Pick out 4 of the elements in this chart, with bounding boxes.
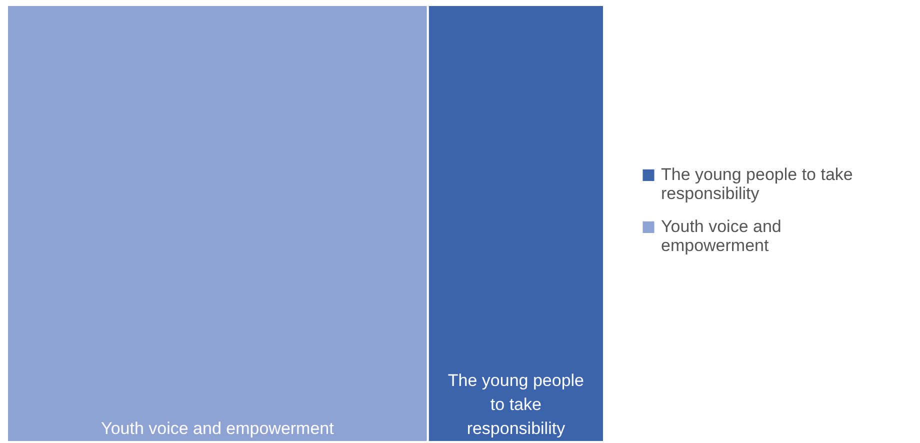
text: Youth voice and empowerment bbox=[101, 419, 334, 438]
legend-label: Youth voice and empowerment bbox=[661, 217, 782, 256]
text: The young people to take responsibility bbox=[448, 371, 584, 438]
legend-label: The young people to take responsibility bbox=[661, 165, 853, 204]
